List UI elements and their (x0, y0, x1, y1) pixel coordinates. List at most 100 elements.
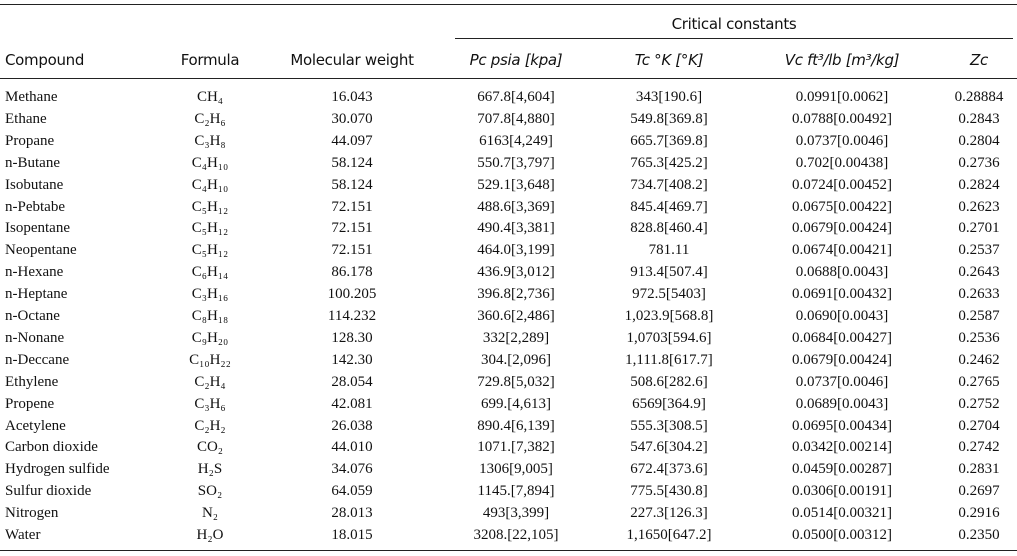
formula-cell: C₃H₆ (194, 395, 226, 412)
critical-pressure-cell: 1071.[7,382] (477, 439, 555, 456)
formula-cell: C₆H₁₄ (191, 264, 229, 281)
formula-cell: C₉H₂₀ (191, 329, 229, 346)
critical-z-cell: 0.2350 (958, 527, 1000, 543)
critical-volume-cell: 0.0688[0.0043] (795, 264, 889, 281)
critical-z-cell: 0.2462 (958, 351, 1000, 368)
critical-pressure-cell: 464.0[3,199] (477, 242, 555, 259)
critical-volume-cell: 0.0459[0.00287] (792, 461, 892, 478)
critical-temperature-cell: 775.5[430.8] (630, 483, 708, 500)
critical-z-cell: 0.2736 (958, 154, 1000, 171)
critical-volume-cell: 0.0684[0.00427] (792, 329, 892, 346)
formula-cell: H₂S (197, 461, 223, 478)
critical-z-cell: 0.28884 (954, 89, 1004, 105)
molecular-weight-cell: 16.043 (331, 89, 373, 105)
critical-volume-cell: 0.0695[0.00434] (792, 417, 892, 434)
formula-cell: H₂O (196, 527, 224, 543)
molecular-weight-cell: 100.205 (327, 286, 377, 303)
critical-z-cell: 0.2831 (958, 461, 1000, 478)
formula-cell: C₃H₁₆ (191, 286, 229, 303)
group-header: Critical constants (671, 15, 797, 33)
molecular-weight-cell: 86.178 (331, 264, 373, 281)
molecular-weight-cell: 28.054 (331, 373, 373, 390)
critical-z-cell: 0.2843 (958, 110, 1000, 127)
group-rule (455, 38, 1013, 39)
critical-temperature-cell: 1,023.9[568.8] (624, 308, 714, 324)
critical-temperature-cell: 549.8[369.8] (630, 110, 708, 127)
column-header: Molecular weight (290, 51, 414, 69)
critical-pressure-cell: 550.7[3,797] (477, 154, 555, 171)
molecular-weight-cell: 128.30 (331, 329, 373, 346)
compound-cell: n-Butane (5, 154, 60, 171)
critical-pressure-cell: 332[2,289] (482, 329, 550, 346)
critical-z-cell: 0.2536 (958, 329, 1000, 346)
column-header: Vc ft³/lb [m³/kg] (784, 51, 900, 69)
compound-cell: n-Deccane (5, 351, 70, 368)
critical-volume-cell: 0.0691[0.00432] (792, 286, 892, 303)
column-header: Formula (180, 51, 240, 69)
critical-volume-cell: 0.0689[0.0043] (795, 395, 889, 412)
compound-cell: n-Nonane (5, 329, 65, 346)
critical-pressure-cell: 890.4[6,139] (477, 417, 555, 434)
critical-volume-cell: 0.0724[0.00452] (792, 176, 892, 193)
compound-cell: n-Octane (5, 308, 60, 324)
critical-z-cell: 0.2765 (958, 373, 1000, 390)
compound-cell: n-Pebtabe (5, 198, 65, 215)
formula-cell: C₄H₁₀ (191, 176, 229, 193)
critical-pressure-cell: 729.8[5,032] (477, 373, 555, 390)
critical-pressure-cell: 529.1[3,648] (477, 176, 555, 193)
critical-temperature-cell: 508.6[282.6] (630, 373, 708, 390)
formula-cell: C₂H₂ (194, 417, 226, 434)
critical-z-cell: 0.2537 (958, 242, 1000, 259)
critical-z-cell: 0.2804 (958, 132, 1000, 149)
critical-temperature-cell: 1,111.8[617.7] (625, 351, 713, 368)
critical-pressure-cell: 6163[4,249] (479, 132, 553, 149)
compound-cell: n-Heptane (5, 286, 68, 303)
formula-cell: C₈H₁₈ (191, 308, 229, 324)
formula-cell: C₂H₄ (194, 373, 226, 390)
critical-pressure-cell: 396.8[2,736] (477, 286, 555, 303)
critical-z-cell: 0.2633 (958, 286, 1000, 303)
column-header: Pc psia [kpa] (469, 51, 563, 69)
critical-temperature-cell: 227.3[126.3] (630, 505, 708, 522)
molecular-weight-cell: 18.015 (331, 527, 373, 543)
molecular-weight-cell: 58.124 (331, 154, 373, 171)
column-header: Tc °K [°K] (634, 51, 704, 69)
header-rule (0, 78, 1017, 79)
critical-pressure-cell: 490.4[3,381] (477, 220, 555, 237)
molecular-weight-cell: 28.013 (331, 505, 373, 522)
formula-cell: C₄H₁₀ (191, 154, 229, 171)
compound-cell: Neopentane (5, 242, 77, 259)
critical-volume-cell: 0.0679[0.00424] (792, 351, 892, 368)
formula-cell: C₅H₁₂ (191, 220, 229, 237)
compound-cell: Water (5, 527, 41, 543)
critical-pressure-cell: 304.[2,096] (481, 351, 551, 368)
molecular-weight-cell: 30.070 (331, 110, 373, 127)
critical-temperature-cell: 781.11 (648, 242, 690, 259)
critical-volume-cell: 0.0679[0.00424] (792, 220, 892, 237)
top-rule (0, 4, 1017, 5)
critical-volume-cell: 0.0500[0.00312] (792, 527, 892, 543)
formula-cell: C₁₀H₂₂ (189, 351, 231, 368)
formula-cell: CH₄ (196, 89, 224, 105)
bottom-rule (0, 550, 1017, 551)
critical-pressure-cell: 699.[4,613] (481, 395, 551, 412)
critical-pressure-cell: 3208.[22,105] (473, 527, 559, 543)
compound-cell: Carbon dioxide (5, 439, 98, 456)
critical-z-cell: 0.2643 (958, 264, 1000, 281)
compound-cell: Ethane (5, 110, 47, 127)
critical-z-cell: 0.2697 (958, 483, 1000, 500)
critical-temperature-cell: 845.4[469.7] (630, 198, 708, 215)
critical-z-cell: 0.2916 (958, 505, 1000, 522)
critical-volume-cell: 0.0737[0.0046] (795, 132, 889, 149)
critical-volume-cell: 0.0690[0.0043] (795, 308, 889, 324)
compound-cell: Ethylene (5, 373, 59, 390)
formula-cell: C₅H₁₂ (191, 242, 229, 259)
compound-cell: Isopentane (5, 220, 70, 237)
critical-pressure-cell: 493[3,399] (482, 505, 550, 522)
compound-cell: Propane (5, 132, 55, 149)
formula-cell: SO₂ (197, 483, 223, 500)
molecular-weight-cell: 26.038 (331, 417, 373, 434)
critical-pressure-cell: 1145.[7,894] (477, 483, 555, 500)
critical-z-cell: 0.2623 (958, 198, 1000, 215)
